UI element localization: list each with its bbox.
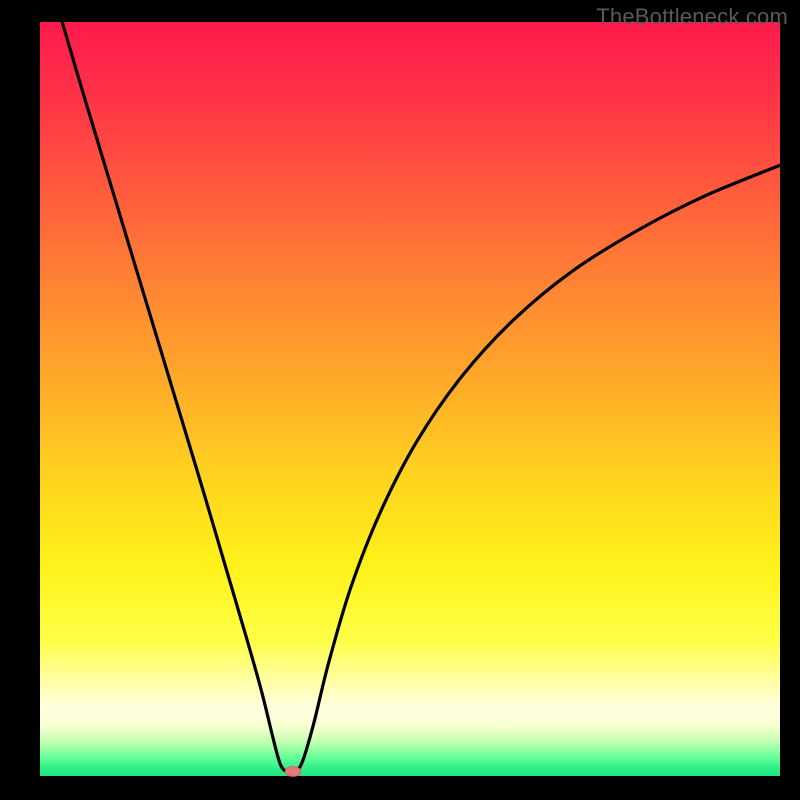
optimal-point-marker	[285, 766, 301, 776]
chart-svg	[0, 0, 800, 800]
chart-container: TheBottleneck.com	[0, 0, 800, 800]
watermark-text: TheBottleneck.com	[596, 4, 788, 30]
plot-background	[40, 22, 780, 776]
